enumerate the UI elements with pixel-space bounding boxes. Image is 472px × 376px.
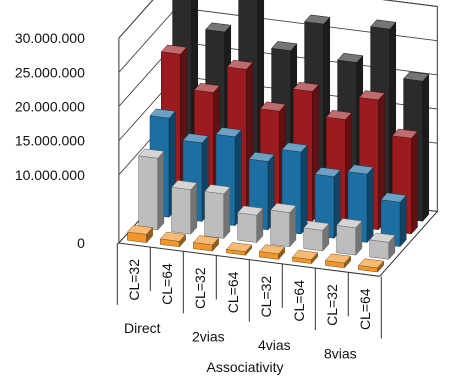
x-category-label: CL=32 — [258, 276, 274, 318]
y-axis-ticks: 0 10.000.000 15.000.000 20.000.000 25.000.00… — [15, 30, 85, 251]
x-category-label: CL=64 — [225, 271, 241, 313]
bar — [138, 148, 165, 231]
x-category-label: CL=32 — [126, 259, 142, 301]
y-tick-label: 15.000.000 — [15, 133, 85, 149]
y-tick-label: 30.000.000 — [15, 30, 85, 46]
x-category-label: CL=64 — [357, 288, 373, 330]
y-tick-label: 20.000.000 — [15, 98, 85, 114]
bar — [258, 244, 286, 261]
bar — [324, 253, 352, 269]
x-category-label: CL=64 — [291, 280, 307, 322]
bar — [291, 250, 319, 265]
bar — [204, 184, 231, 239]
x-axis-groups: Direct 2vias 4vias 8vias — [124, 320, 357, 361]
bar — [336, 218, 363, 256]
x-axis-categories: CL=32 CL=64 CL=32 CL=64 CL=32 CL=64 CL=32 CL=64 — [116, 242, 382, 339]
bar — [126, 224, 154, 244]
bar — [159, 231, 187, 248]
bar — [270, 203, 297, 248]
x-category-label: CL=64 — [159, 263, 175, 305]
bar — [357, 258, 385, 273]
x-group-label: 2vias — [192, 329, 225, 345]
bar — [192, 235, 220, 252]
gridline — [118, 0, 438, 39]
bar — [237, 205, 264, 244]
x-group-label: 4vias — [258, 337, 291, 353]
x-axis-title: Associativity — [206, 359, 283, 375]
chart-bars — [126, 0, 430, 273]
x-category-label: CL=32 — [324, 284, 340, 326]
bar — [303, 220, 330, 252]
bar — [171, 180, 198, 235]
bar — [369, 232, 396, 260]
y-tick-label: 25.000.000 — [15, 64, 85, 80]
bar — [225, 242, 253, 256]
x-group-label: Direct — [124, 320, 161, 336]
x-group-label: 8vias — [324, 345, 357, 361]
y-tick-label: 10.000.000 — [15, 167, 85, 183]
x-category-label: CL=32 — [192, 267, 208, 309]
y-tick-label: 0 — [77, 235, 85, 251]
